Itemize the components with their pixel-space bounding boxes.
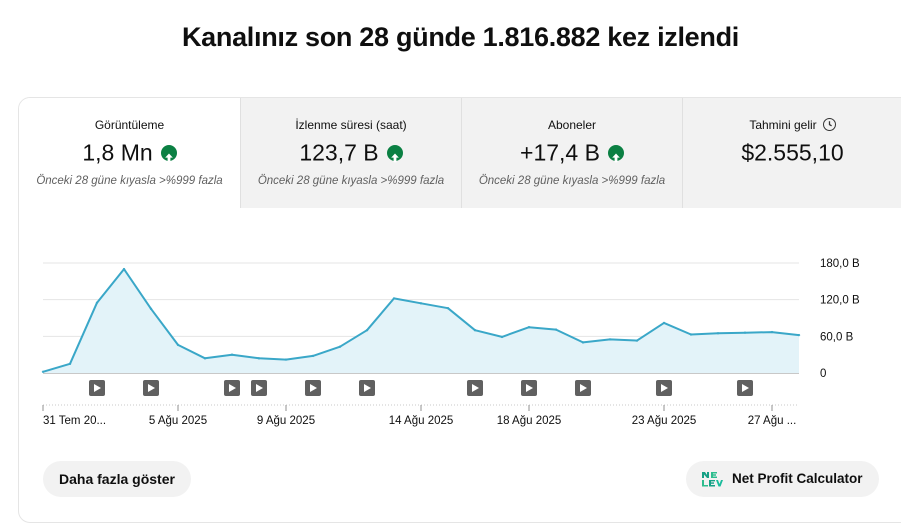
metric-comparison: Önceki 28 güne kıyasla >%999 fazla [36, 175, 223, 187]
arrow-up-circle-icon [607, 144, 624, 163]
data-point [284, 358, 288, 361]
data-point [689, 333, 693, 336]
metric-label: Aboneler [547, 118, 597, 132]
net-profit-calculator-button[interactable]: Net Profit Calculator [686, 461, 879, 497]
metric-value: 1,8 Mn [82, 139, 153, 166]
series-area [43, 269, 799, 373]
data-point [338, 345, 342, 348]
x-tick-label: 14 Ağu 2025 [389, 415, 454, 427]
data-point [662, 321, 666, 325]
page-title: Kanalınız son 28 günde 1.816.882 kez izl… [181, 22, 739, 52]
data-point [608, 338, 612, 341]
play-icon [310, 384, 317, 392]
y-tick-label: 120,0 B [820, 295, 860, 307]
metric-label: İzlenme süresi (saat) [295, 118, 407, 132]
y-tick-label: 60,0 B [820, 331, 854, 343]
play-icon [148, 384, 155, 392]
data-point [95, 301, 99, 304]
x-tick-label: 5 Ağu 2025 [149, 415, 207, 427]
metric-value: 123,7 B [299, 139, 379, 166]
data-point [527, 325, 531, 329]
data-point [797, 333, 801, 337]
metric-comparison: Önceki 28 güne kıyasla >%999 fazla [257, 175, 445, 187]
play-icon [229, 384, 236, 392]
data-point [230, 353, 234, 356]
x-tick-label: 31 Tem 20... [43, 415, 106, 427]
metric-value: $2.555,10 [741, 139, 844, 166]
x-tick-label: 27 Ağu ... [748, 415, 797, 427]
metric-tab-watch-time[interactable]: İzlenme süresi (saat) 123,7 B Önceki 28 … [240, 98, 461, 208]
data-point [392, 297, 396, 300]
data-point [176, 343, 180, 347]
play-icon [256, 384, 263, 392]
metric-comparison: Önceki 28 güne kıyasla >%999 fazla [478, 175, 666, 187]
data-point [122, 267, 126, 271]
data-point [500, 335, 504, 339]
y-tick-label: 180,0 B [820, 258, 860, 270]
metric-tab-subscribers[interactable]: Aboneler +17,4 B Önceki 28 güne kıyasla … [461, 98, 682, 208]
metric-label: Görüntüleme [94, 118, 165, 132]
metric-label: Tahmini gelir [749, 118, 817, 132]
data-point [257, 357, 261, 360]
data-point [68, 362, 72, 366]
x-tick-label: 9 Ağu 2025 [257, 415, 315, 427]
metric-tab-views[interactable]: Görüntüleme 1,8 Mn Önceki 28 güne kıyasl… [19, 98, 240, 208]
play-icon [94, 384, 101, 392]
play-icon [364, 384, 371, 392]
data-point [635, 339, 639, 342]
views-chart: 180,0 B 120,0 B 60,0 B 0 31 Tem 20... 5 Ağu 2… [41, 258, 860, 427]
play-icon [661, 384, 668, 392]
metric-tabs: Görüntüleme 1,8 Mn Önceki 28 güne kıyasl… [19, 98, 901, 208]
data-point [473, 329, 477, 332]
data-point [743, 331, 747, 334]
play-icon [580, 384, 587, 392]
play-icon [742, 384, 749, 392]
x-tick-label: 23 Ağu 2025 [632, 415, 697, 427]
data-point [365, 329, 369, 332]
play-icon [472, 384, 479, 392]
x-tick-label: 18 Ağu 2025 [497, 415, 562, 427]
data-point [581, 341, 585, 344]
play-icon [526, 384, 533, 392]
metric-tab-revenue[interactable]: Tahmini gelir $2.555,10 [682, 98, 901, 208]
data-point [311, 354, 315, 358]
clock-icon [822, 118, 836, 132]
data-point [419, 302, 423, 305]
net-profit-calculator-label: Net Profit Calculator [732, 471, 863, 486]
arrow-up-circle-icon [386, 144, 403, 163]
nexlev-logo-icon [700, 467, 724, 487]
data-point [770, 330, 774, 334]
analytics-card: Görüntüleme 1,8 Mn Önceki 28 güne kıyasl… [18, 97, 901, 523]
arrow-up-circle-icon [160, 144, 177, 163]
data-point [716, 332, 720, 335]
data-point [554, 328, 558, 331]
metric-value: +17,4 B [520, 139, 600, 166]
data-point [149, 307, 153, 311]
y-tick-label: 0 [820, 368, 826, 380]
show-more-button[interactable]: Daha fazla göster [43, 461, 191, 497]
data-point [41, 370, 45, 373]
data-point [203, 357, 207, 360]
data-point [446, 307, 450, 310]
